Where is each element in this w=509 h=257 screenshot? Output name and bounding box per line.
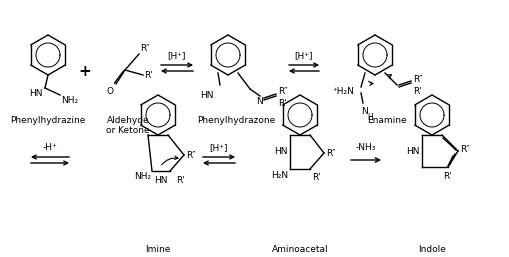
Text: Enamine: Enamine bbox=[366, 116, 406, 125]
Text: Aminoacetal: Aminoacetal bbox=[271, 245, 328, 254]
Text: Indole: Indole bbox=[417, 245, 445, 254]
Text: N: N bbox=[361, 107, 367, 116]
Text: R″: R″ bbox=[325, 149, 335, 158]
Text: HN: HN bbox=[154, 176, 167, 185]
Text: H: H bbox=[366, 113, 372, 122]
Text: [H⁺]: [H⁺] bbox=[209, 143, 228, 152]
Text: [H⁺]: [H⁺] bbox=[167, 51, 186, 60]
Text: R': R' bbox=[144, 70, 153, 79]
Text: NH₂: NH₂ bbox=[133, 172, 151, 181]
Text: Phenylhydrazone: Phenylhydrazone bbox=[196, 116, 274, 125]
Text: R': R' bbox=[312, 173, 320, 182]
Text: [H⁺]: [H⁺] bbox=[294, 51, 313, 60]
Text: R″: R″ bbox=[459, 144, 469, 153]
Text: H₂N: H₂N bbox=[270, 171, 288, 180]
Text: HN: HN bbox=[200, 91, 214, 100]
Text: R″: R″ bbox=[186, 151, 195, 160]
Text: NH₂: NH₂ bbox=[61, 96, 78, 105]
Text: -NH₃: -NH₃ bbox=[355, 143, 376, 152]
Text: R': R' bbox=[412, 87, 421, 96]
FancyArrowPatch shape bbox=[387, 75, 390, 78]
Text: N: N bbox=[256, 97, 263, 106]
Text: ⁺H₂N: ⁺H₂N bbox=[331, 87, 353, 96]
Text: HN: HN bbox=[406, 146, 419, 155]
Text: -H⁺: -H⁺ bbox=[43, 143, 57, 152]
Text: R': R' bbox=[443, 172, 451, 181]
Text: Phenylhydrazine: Phenylhydrazine bbox=[10, 116, 86, 125]
Text: R″: R″ bbox=[140, 44, 149, 53]
Text: R″: R″ bbox=[412, 76, 422, 85]
Text: R': R' bbox=[176, 176, 184, 185]
Text: HN: HN bbox=[30, 89, 43, 98]
Text: Aldehyde
or Ketone: Aldehyde or Ketone bbox=[106, 116, 150, 135]
Text: O: O bbox=[107, 87, 114, 96]
Text: Imine: Imine bbox=[145, 245, 171, 254]
Text: HN: HN bbox=[274, 148, 288, 157]
Text: +: + bbox=[78, 65, 91, 79]
Text: R″: R″ bbox=[277, 87, 287, 96]
FancyArrowPatch shape bbox=[368, 81, 372, 85]
Text: R': R' bbox=[277, 99, 286, 108]
FancyArrowPatch shape bbox=[161, 156, 178, 165]
